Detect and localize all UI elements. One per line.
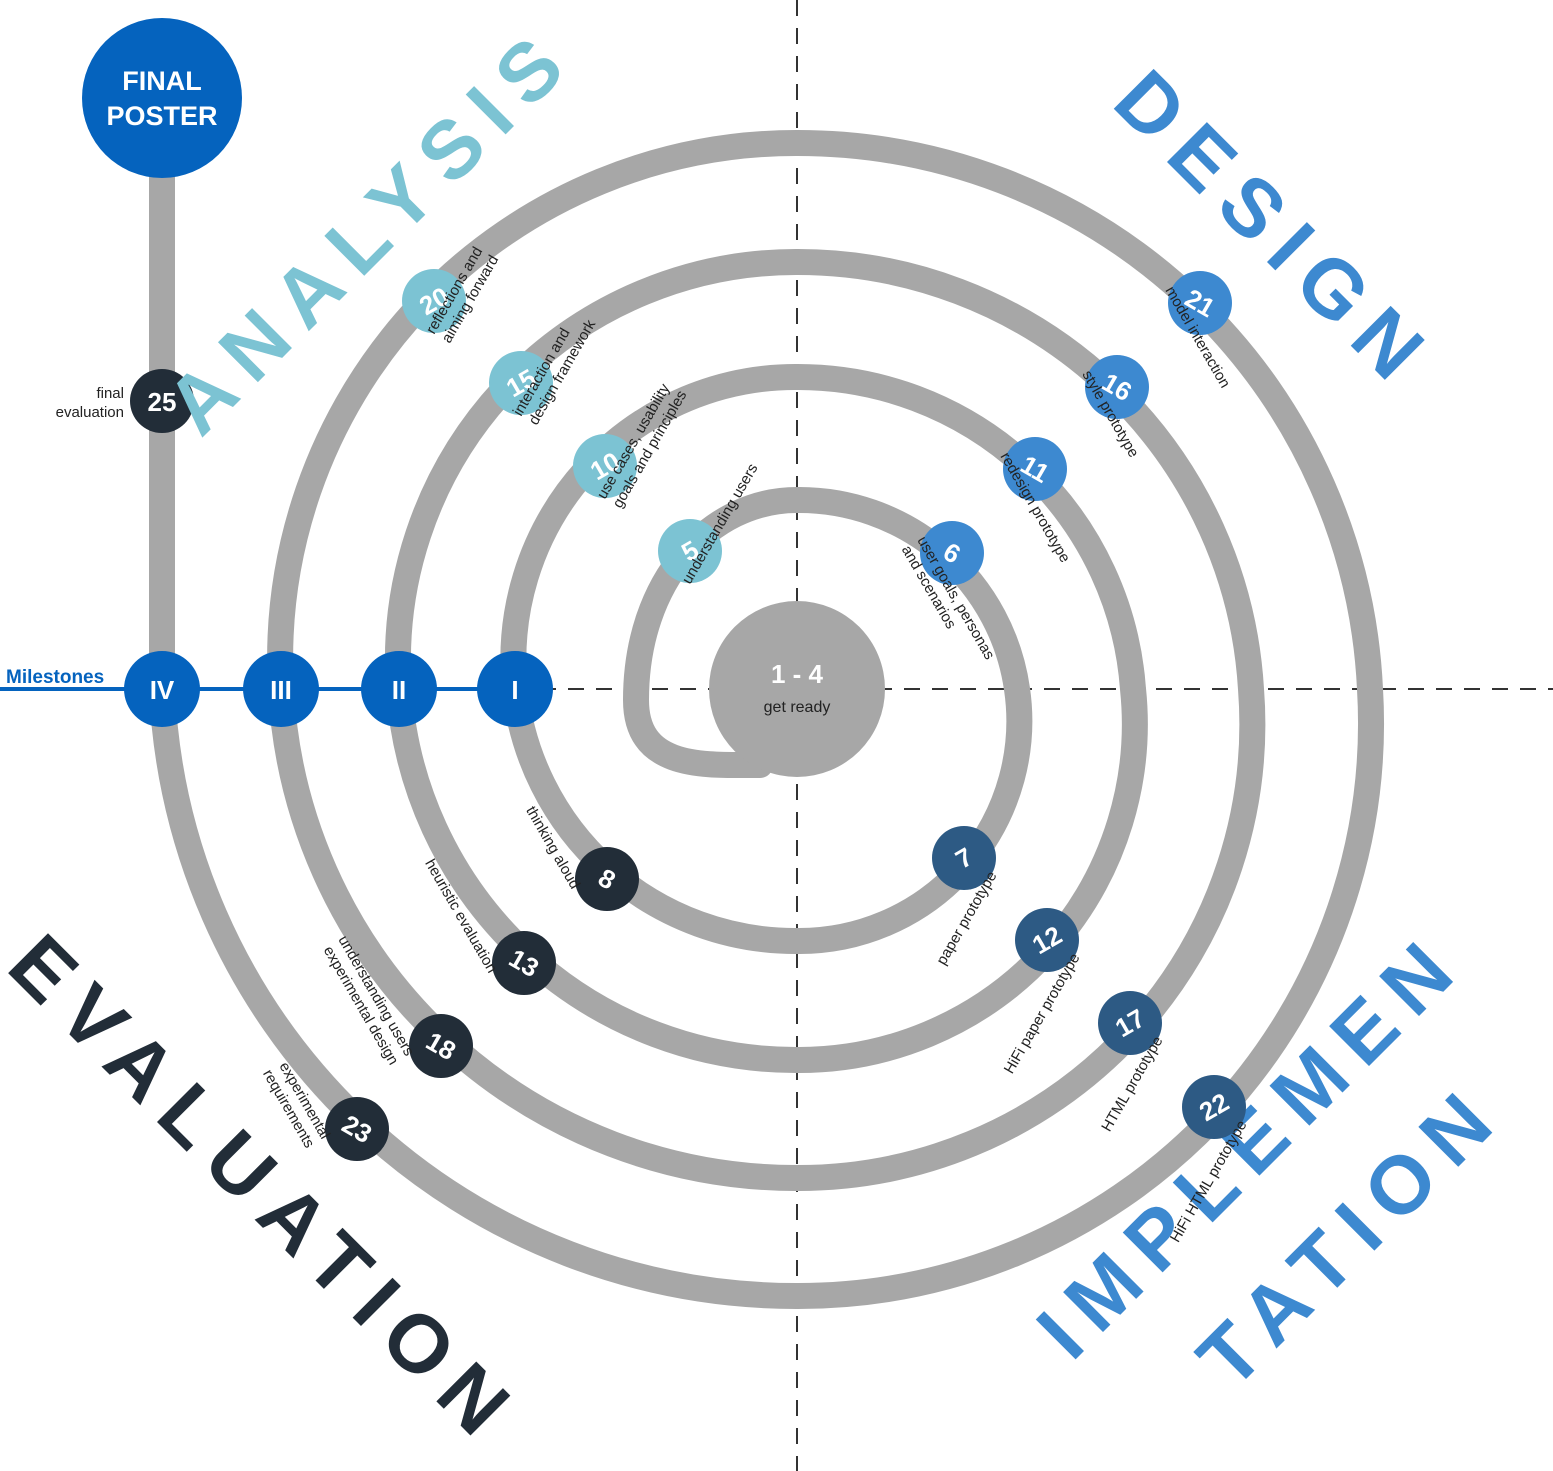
- step-25-number: 25: [148, 387, 177, 417]
- step-12-circle: [1015, 908, 1079, 972]
- milestone-ii-circle: [361, 651, 437, 727]
- step-25-circle: [130, 369, 194, 433]
- step-10-circle: [573, 434, 637, 498]
- milestone-iv-circle: [124, 651, 200, 727]
- milestone-i-circle: [477, 651, 553, 727]
- step-23-circle: [325, 1097, 389, 1161]
- final-evaluation[interactable]: 25 final evaluation: [56, 369, 194, 433]
- step-8-circle: [575, 847, 639, 911]
- phase-design: DESIGN: [1097, 53, 1452, 408]
- center-subtitle: get ready: [764, 699, 831, 716]
- center-get-ready: 1 - 4 get ready: [709, 601, 885, 777]
- milestone-i-label: I: [511, 675, 518, 705]
- step-13-circle: [492, 931, 556, 995]
- milestone-iii[interactable]: III: [243, 651, 319, 727]
- final-poster-circle: [82, 18, 242, 178]
- step-16-circle: [1085, 355, 1149, 419]
- step-17-circle: [1098, 991, 1162, 1055]
- step-11-circle: [1003, 437, 1067, 501]
- step-5-circle: [658, 519, 722, 583]
- step-6-circle: [920, 521, 984, 585]
- center-title: 1 - 4: [771, 659, 824, 689]
- milestones-title: Milestones: [6, 667, 104, 688]
- final-evaluation-line1: final: [96, 385, 124, 402]
- final-poster-line1: FINAL: [122, 66, 201, 96]
- center-circle: [709, 601, 885, 777]
- milestone-iv-label: IV: [150, 675, 175, 705]
- step-22-circle: [1182, 1075, 1246, 1139]
- step-20-circle: [402, 269, 466, 333]
- step-18-circle: [409, 1014, 473, 1078]
- final-poster-line2: POSTER: [106, 101, 217, 131]
- milestone-iv[interactable]: IV: [124, 651, 200, 727]
- step-15-circle: [489, 351, 553, 415]
- milestone-iii-circle: [243, 651, 319, 727]
- spiral-track: [149, 129, 1384, 1310]
- final-evaluation-line2: evaluation: [56, 404, 124, 421]
- milestones: Milestones IV III II I: [0, 651, 553, 727]
- milestone-ii[interactable]: II: [361, 651, 437, 727]
- milestone-i[interactable]: I: [477, 651, 553, 727]
- step-21-circle: [1168, 271, 1232, 335]
- final-poster[interactable]: FINAL POSTER: [82, 18, 242, 178]
- milestone-iii-label: III: [270, 675, 292, 705]
- milestone-ii-label: II: [392, 675, 406, 705]
- step-7-circle: [932, 826, 996, 890]
